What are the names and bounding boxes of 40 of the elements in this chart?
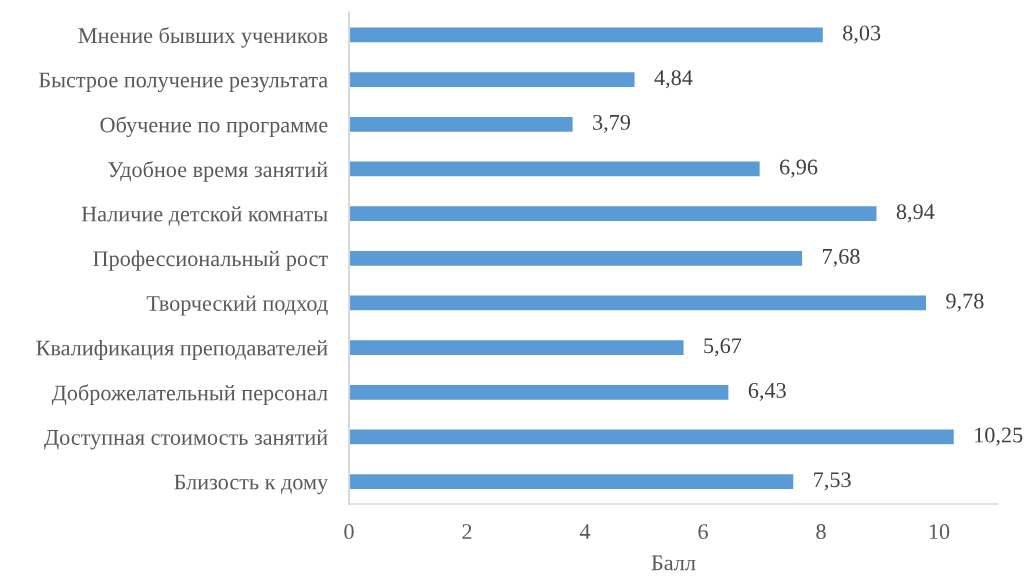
- data-label: 7,53: [814, 472, 851, 491]
- y-tick-label: Мнение бывших учеников: [78, 26, 328, 48]
- data-label: 8,03: [843, 25, 881, 44]
- bar: [349, 27, 823, 43]
- bar: [349, 250, 803, 266]
- y-tick-label: Быстрое получение результата: [38, 72, 328, 93]
- bar: [349, 429, 954, 445]
- data-label: 9,78: [946, 293, 984, 312]
- y-tick-label: Удобное время занятий: [108, 161, 328, 182]
- x-tick-label: 10: [929, 524, 950, 540]
- bar: [349, 72, 635, 87]
- data-label: 8,94: [896, 204, 935, 223]
- bar: [349, 116, 573, 132]
- x-tick-label: 0: [344, 524, 354, 540]
- bar: [349, 384, 729, 400]
- x-tick-label: 4: [579, 524, 591, 539]
- x-axis-title: Балл: [651, 555, 696, 571]
- data-label: 5,67: [704, 338, 742, 357]
- bar: [349, 206, 877, 221]
- data-label: 7,68: [823, 248, 860, 268]
- y-tick-label: Наличие детской комнаты: [81, 206, 328, 226]
- x-tick-label: 8: [816, 524, 826, 540]
- data-label: 3,79: [593, 114, 631, 134]
- y-tick-label: Профессиональный рост: [93, 250, 328, 271]
- x-tick-label: 6: [698, 524, 708, 540]
- bar: [349, 340, 684, 356]
- data-label: 6,43: [748, 382, 786, 402]
- x-tick-label: 2: [462, 524, 472, 539]
- y-tick-label: Обучение по программе: [100, 116, 328, 138]
- bar: [349, 295, 927, 311]
- data-label: 10,25: [975, 427, 1023, 446]
- bar: [349, 161, 760, 177]
- data-label: 6,96: [780, 159, 818, 178]
- y-tick-label: Близость к дому: [174, 474, 329, 495]
- bar: [349, 474, 794, 490]
- y-tick-label: Квалификация преподавателей: [36, 339, 328, 361]
- data-label: 4,84: [654, 70, 693, 89]
- y-tick-label: Творческий подход: [146, 295, 328, 316]
- y-tick-label: Доступная стоимость занятий: [44, 429, 328, 450]
- y-tick-label: Доброжелательный персонал: [51, 384, 328, 405]
